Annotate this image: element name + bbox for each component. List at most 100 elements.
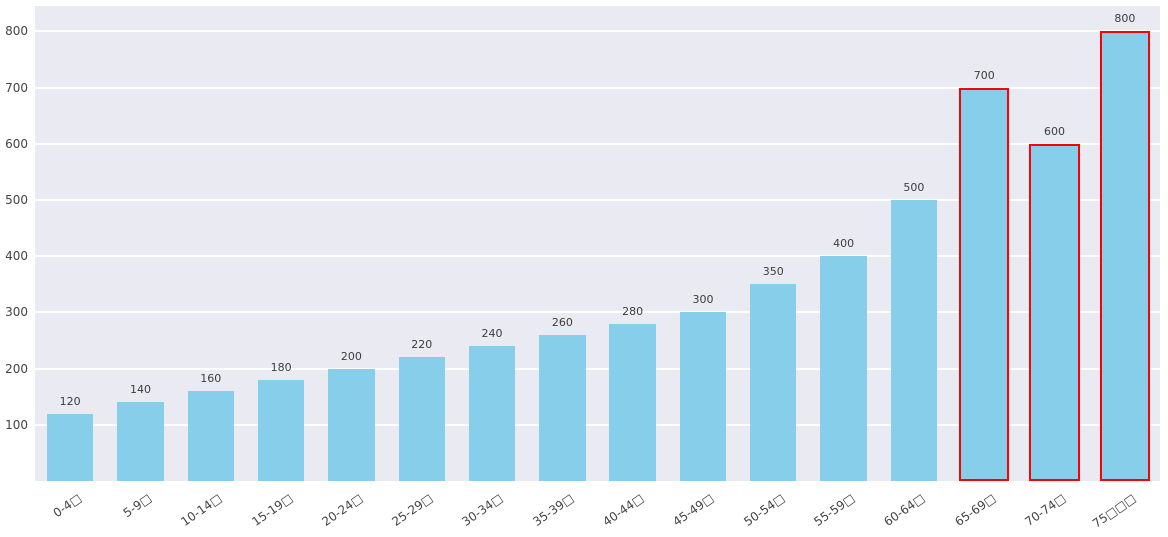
x-tick-slot: 10-14□ <box>176 481 246 537</box>
bar <box>609 323 656 481</box>
bar <box>890 199 938 481</box>
gridline <box>35 142 1160 145</box>
bar <box>328 368 375 481</box>
bar <box>398 357 445 481</box>
bar-highlighted <box>1029 143 1080 481</box>
bar <box>820 256 867 481</box>
bar-slot: 120 <box>35 6 105 481</box>
y-tick-label: 400 <box>5 249 28 264</box>
bar-slot: 300 <box>668 6 738 481</box>
bar-value-label: 160 <box>200 372 222 386</box>
x-tick-label: 55-59□ <box>811 491 858 529</box>
bar-value-label: 140 <box>129 383 151 397</box>
bar <box>468 346 516 481</box>
bars-container: 120 140 160 180 200 220 240 260 280 300 350 400 500 7… <box>35 6 1160 481</box>
x-tick-label: 45-49□ <box>670 491 717 529</box>
bar-slot: 400 <box>808 6 878 481</box>
x-tick-label: 0-4□ <box>50 491 84 521</box>
bar <box>46 413 94 481</box>
x-tick-slot: 0-4□ <box>35 481 105 537</box>
x-tick-label: 15-19□ <box>248 491 295 529</box>
bar-value-label: 400 <box>833 237 855 251</box>
gridline <box>35 423 1160 426</box>
y-tick-label: 300 <box>5 305 28 320</box>
x-tick-slot: 35-39□ <box>527 481 597 537</box>
x-tick-label: 70-74□ <box>1022 491 1069 529</box>
bar-slot: 180 <box>246 6 316 481</box>
bar-slot: 500 <box>879 6 949 481</box>
x-tick-label: 20-24□ <box>319 491 366 529</box>
bar-slot: 240 <box>457 6 527 481</box>
bar-value-label: 120 <box>59 394 81 408</box>
bar <box>117 402 164 481</box>
plot-area: 120 140 160 180 200 220 240 260 280 300 350 400 500 7… <box>35 6 1160 481</box>
x-tick-slot: 65-69□ <box>949 481 1019 537</box>
y-tick-label: 100 <box>5 417 28 432</box>
y-axis: 100 200 300 400 500 600 700 800 <box>0 6 30 481</box>
x-tick-slot: 75□□□ <box>1090 481 1160 537</box>
bar <box>679 312 727 481</box>
x-tick-slot: 5-9□ <box>105 481 175 537</box>
bar-value-label: 300 <box>692 293 714 307</box>
bar-value-label: 200 <box>340 349 362 363</box>
bar-slot: 700 <box>949 6 1019 481</box>
x-tick-label: 5-9□ <box>120 491 155 521</box>
bar-value-label: 260 <box>551 315 573 329</box>
x-tick-label: 25-29□ <box>389 491 436 529</box>
bar-slot: 200 <box>316 6 386 481</box>
x-tick-slot: 40-44□ <box>598 481 668 537</box>
bar-value-label: 800 <box>1114 12 1136 26</box>
bar <box>539 334 586 481</box>
bar-slot: 600 <box>1019 6 1089 481</box>
y-tick-label: 200 <box>5 361 28 376</box>
bar <box>750 284 797 481</box>
x-tick-slot: 50-54□ <box>738 481 808 537</box>
bar-highlighted <box>1099 31 1151 481</box>
x-tick-slot: 45-49□ <box>668 481 738 537</box>
x-tick-slot: 20-24□ <box>316 481 386 537</box>
x-tick-labels: 0-4□ 5-9□ 10-14□ 15-19□ 20-24□ 25-29□ 30-34□ 35… <box>35 481 1160 537</box>
bar-value-label: 600 <box>1044 124 1066 138</box>
x-tick-slot: 30-34□ <box>457 481 527 537</box>
bar-value-label: 700 <box>973 68 995 82</box>
y-tick-label: 700 <box>5 80 28 95</box>
x-tick-slot: 25-29□ <box>387 481 457 537</box>
bar-slot: 140 <box>105 6 175 481</box>
gridline <box>35 198 1160 201</box>
bar <box>257 379 305 481</box>
x-tick-slot: 70-74□ <box>1019 481 1089 537</box>
x-axis: 0-4□ 5-9□ 10-14□ 15-19□ 20-24□ 25-29□ 30-34□ 35… <box>35 481 1160 537</box>
x-tick-slot: 55-59□ <box>808 481 878 537</box>
bar-value-label: 280 <box>622 304 644 318</box>
x-tick-label: 40-44□ <box>600 491 647 529</box>
x-tick-label: 50-54□ <box>741 491 787 529</box>
bar-value-label: 180 <box>270 360 292 374</box>
x-tick-label: 35-39□ <box>530 491 576 529</box>
bar <box>187 391 234 481</box>
bar-value-label: 220 <box>411 338 433 352</box>
bar-slot: 260 <box>527 6 597 481</box>
gridline <box>35 367 1160 370</box>
x-tick-slot: 60-64□ <box>879 481 949 537</box>
bar-slot: 280 <box>598 6 668 481</box>
bar-highlighted <box>959 87 1010 481</box>
bar-value-label: 240 <box>481 327 503 341</box>
x-tick-label: 75□□□ <box>1090 491 1139 531</box>
bar-value-label: 350 <box>762 265 784 279</box>
gridline <box>35 30 1160 33</box>
gridline <box>35 86 1160 89</box>
y-tick-label: 500 <box>5 192 28 207</box>
bar-slot: 160 <box>176 6 246 481</box>
gridline <box>35 255 1160 258</box>
x-tick-slot: 15-19□ <box>246 481 316 537</box>
bar-slot: 800 <box>1090 6 1160 481</box>
bar-value-label: 500 <box>903 180 925 194</box>
x-tick-label: 30-34□ <box>459 491 506 529</box>
y-tick-label: 600 <box>5 136 28 151</box>
y-tick-label: 800 <box>5 24 28 39</box>
x-tick-label: 65-69□ <box>951 491 998 529</box>
bar-slot: 350 <box>738 6 808 481</box>
x-tick-label: 60-64□ <box>881 491 928 529</box>
x-tick-label: 10-14□ <box>178 491 225 529</box>
